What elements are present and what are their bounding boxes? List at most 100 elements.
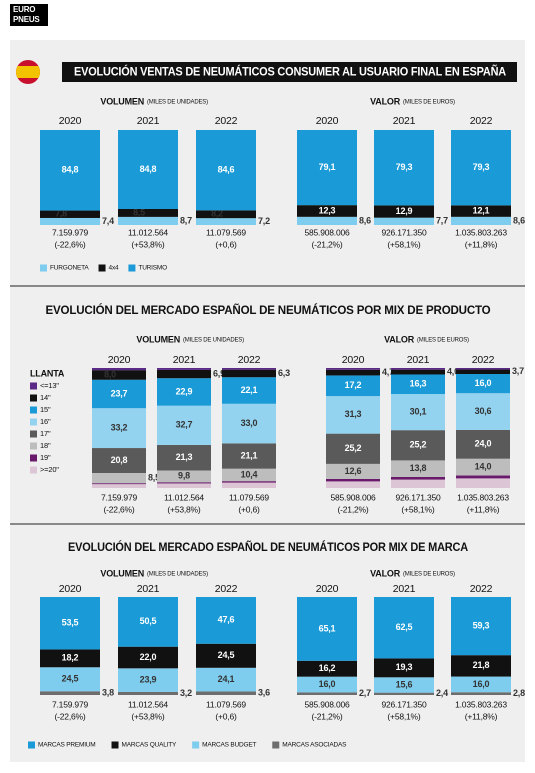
total-label: 1.035.803.263 [455,227,507,237]
bar-segment [374,692,434,695]
bar-segment [40,210,100,218]
value-label: 65,1 [319,623,336,633]
legend-swatch [128,264,136,272]
bar-segment [451,130,511,206]
total-label: 926.171.350 [381,699,427,709]
bar-segment [157,405,211,445]
value-label: 30,6 [475,406,492,416]
legend-label: 19" [40,453,51,462]
bar-segment [374,677,434,693]
value-label: 16,2 [319,663,336,673]
value-label: 22,0 [140,652,157,662]
legend-swatch [30,406,37,414]
bar-segment [40,691,100,695]
bar-segment [391,460,445,477]
value-label: 33,2 [111,422,128,432]
bar-segment [118,216,178,225]
bar-segment [92,483,146,485]
change-label: (+0,6) [215,711,237,721]
change-label: (+11,8%) [465,711,498,721]
value-label: 33,0 [241,418,258,428]
value-label: 24,1 [218,674,235,684]
value-label: 32,7 [176,420,193,430]
value-label: 24,0 [475,439,492,449]
bar-segment [456,374,510,394]
bar-segment [451,655,511,677]
chart-title: VOLUMEN [100,96,144,106]
bar-segment [297,205,357,217]
bar-segment [451,597,511,656]
legend-label: MARCAS ASOCIADAS [282,742,347,749]
bar-segment [326,463,380,479]
chart-subtitle: (MILES DE EUROS) [403,100,455,106]
value-label: 24,5 [218,650,235,660]
bar-segment [391,368,445,370]
value-label: 8,2 [211,209,223,219]
legend-label: MARCAS QUALITY [122,742,177,749]
bar-segment [118,130,178,209]
legend-label: FURGONETA [50,265,89,272]
bar-segment [157,444,211,471]
value-label: 7,4 [102,216,114,226]
value-label: 30,1 [410,406,427,416]
legend-swatch [28,741,35,749]
value-label: 79,1 [319,162,336,172]
year-label: 2021 [137,583,160,595]
total-label: 7.159.979 [52,227,88,237]
chart-subtitle: (MILES DE UNIDADES) [183,338,244,344]
value-label: 16,0 [473,679,490,689]
value-label: 79,3 [396,162,413,172]
legend-label: 14" [40,393,51,402]
legend-swatch [40,264,47,272]
change-label: (+58,1%) [401,504,434,514]
bar-segment [297,660,357,677]
change-label: (+0,6) [215,239,237,249]
total-label: 11.079.569 [229,492,269,502]
value-label: 53,5 [62,618,79,628]
chart-title: VALOR [370,568,401,578]
bar-segment [40,667,100,692]
year-label: 2021 [137,115,160,127]
change-label: (+53,8%) [131,239,164,249]
value-label: 47,6 [218,615,235,625]
legend-swatch [30,394,37,402]
legend-swatch [30,466,37,474]
value-label: 22,1 [241,385,258,395]
legend-swatch [98,264,106,272]
bar-segment [391,430,445,461]
total-label: 585.908.006 [304,699,350,709]
bar-segment [326,479,380,482]
value-label: 6,9 [213,368,225,378]
value-label: 16,0 [319,679,336,689]
bar-segment [222,369,276,378]
bar-segment [118,646,178,669]
change-label: (+11,8%) [465,239,498,249]
total-label: 11.012.564 [128,699,168,709]
legend-swatch [272,741,280,749]
bar-segment [326,375,380,397]
value-label: 12,6 [345,466,362,476]
year-label: 2020 [59,115,82,127]
chart-subtitle: (MILES DE EUROS) [417,338,469,344]
bar-segment [326,369,380,376]
logo-box [10,4,48,26]
chart-subtitle: (MILES DE UNIDADES) [147,100,208,106]
value-label: 3,8 [102,688,114,698]
year-label: 2020 [316,115,339,127]
total-label: 7.159.979 [52,699,88,709]
total-label: 585.908.006 [330,492,376,502]
bar-segment [456,368,510,370]
year-label: 2022 [470,583,493,595]
legend-label: 18" [40,441,51,450]
bar-segment [297,216,357,225]
value-label: 16,0 [475,378,492,388]
year-label: 2020 [342,354,365,366]
year-label: 2021 [407,354,430,366]
bar-segment [391,369,445,375]
value-label: 59,3 [473,620,490,630]
bar-segment [92,408,146,449]
bar-segment [297,692,357,695]
bar-segment [326,481,380,488]
value-label: 2,4 [436,688,448,698]
legend-label: 16" [40,417,51,426]
